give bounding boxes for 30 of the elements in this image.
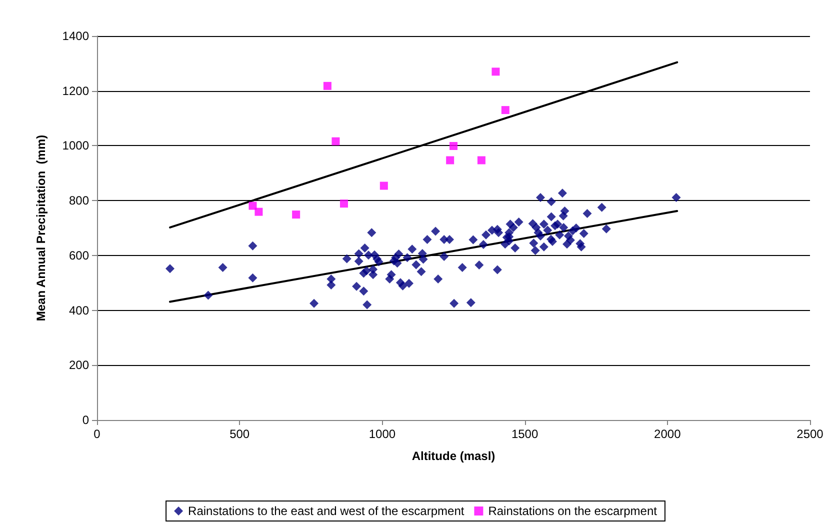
y-tick-label: 800 [68, 194, 90, 208]
x-axis-title: Altitude (masl) [412, 449, 496, 463]
x-tick-label: 2000 [654, 427, 682, 441]
y-tick-label: 1200 [62, 84, 90, 98]
y-tick-label: 1000 [62, 138, 90, 153]
y-tick-label: 0 [82, 413, 90, 427]
x-tick-label: 1000 [368, 427, 396, 441]
point [323, 82, 332, 90]
x-tick-label: 500 [230, 427, 250, 441]
x-tick-label: 2500 [796, 427, 824, 441]
legend-label: Rainstations on the escarpment [488, 504, 658, 518]
point [501, 106, 510, 114]
point [450, 142, 458, 150]
y-tick-label: 400 [68, 303, 90, 318]
point [492, 68, 500, 76]
point [340, 200, 348, 208]
y-tick-label: 600 [68, 248, 90, 262]
point [477, 156, 486, 164]
x-tick-label: 1500 [511, 427, 538, 441]
point [248, 202, 257, 210]
y-tick-label: 200 [68, 358, 90, 372]
point [292, 210, 300, 219]
x-tick-label: 0 [94, 427, 101, 441]
point [380, 182, 388, 190]
point [254, 208, 263, 216]
legend-label: Rainstations to the east and west of the escarpment [188, 504, 465, 518]
point [446, 156, 454, 164]
point [332, 137, 340, 146]
y-axis-title: Mean Annual Precipitation (mm) [34, 134, 48, 322]
y-tick-label: 1400 [62, 29, 90, 43]
